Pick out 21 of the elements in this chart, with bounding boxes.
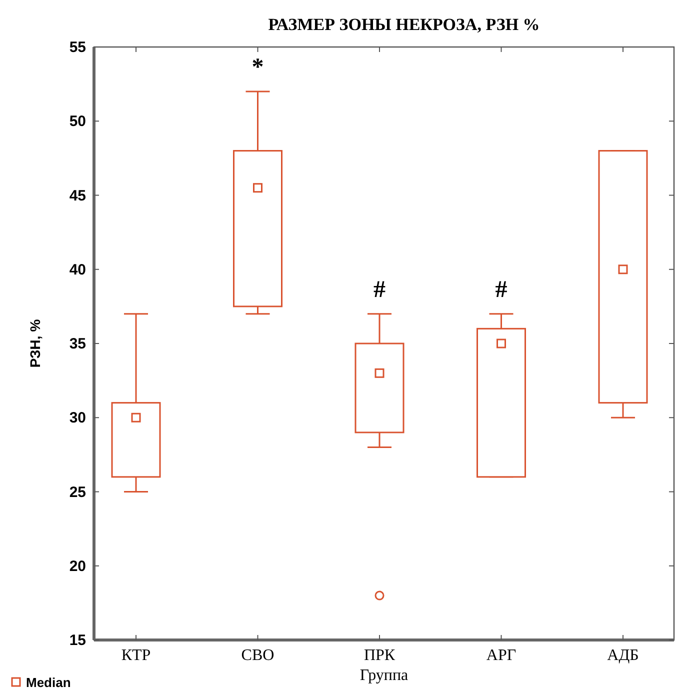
y-tick-label: 25: [69, 484, 86, 501]
x-tick-label: АДБ: [607, 647, 639, 664]
y-tick-label: 45: [69, 187, 86, 204]
y-tick-label: 50: [69, 113, 86, 130]
y-tick-label: 55: [69, 39, 86, 56]
y-axis-title: РЗН, %: [27, 318, 43, 368]
y-tick-label: 40: [69, 261, 86, 278]
x-tick-label: ПРК: [364, 647, 396, 664]
y-tick-label: 30: [69, 410, 86, 427]
annotation: #: [374, 276, 386, 303]
x-tick-label: КТР: [121, 647, 151, 664]
x-tick-label: СВО: [241, 647, 274, 664]
x-tick-label: АРГ: [486, 647, 516, 664]
y-tick-label: 20: [69, 558, 86, 575]
y-tick-label: 15: [69, 632, 86, 649]
annotation: #: [495, 276, 508, 303]
annotation: *: [252, 54, 264, 80]
chart-title: РАЗМЕР ЗОНЫ НЕКРОЗА, РЗН %: [268, 15, 540, 34]
x-axis-title: Группа: [360, 667, 408, 684]
y-tick-label: 35: [69, 336, 86, 352]
legend-label: Median: [26, 675, 71, 690]
